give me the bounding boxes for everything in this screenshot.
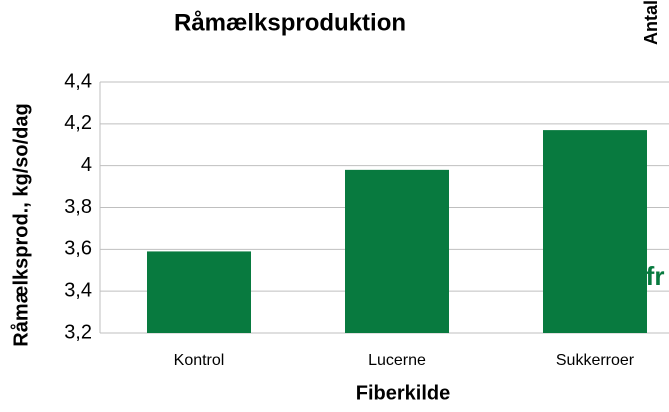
chart-title: Råmælksproduktion (174, 9, 406, 36)
y-axis-label: Råmælksprod., kg/so/dag (9, 103, 32, 346)
annotation: Antal (641, 0, 661, 45)
y-tick-label: 3,8 (64, 196, 92, 218)
bar (345, 169, 449, 333)
bar (543, 130, 647, 333)
x-tick-label: Sukkerroer (556, 352, 635, 369)
x-tick-label: Lucerne (368, 352, 426, 369)
y-tick-label: 4,2 (64, 112, 92, 134)
x-axis-label: Fiberkilde (356, 382, 450, 404)
y-tick-label: 4,4 (64, 70, 92, 92)
y-tick-label: 3,4 (64, 279, 92, 301)
y-tick-label: 3,6 (64, 238, 92, 260)
y-tick-label: 4 (81, 154, 92, 176)
x-tick-label: Kontrol (174, 352, 225, 369)
bar (147, 251, 251, 333)
y-tick-label: 3,2 (64, 321, 92, 343)
